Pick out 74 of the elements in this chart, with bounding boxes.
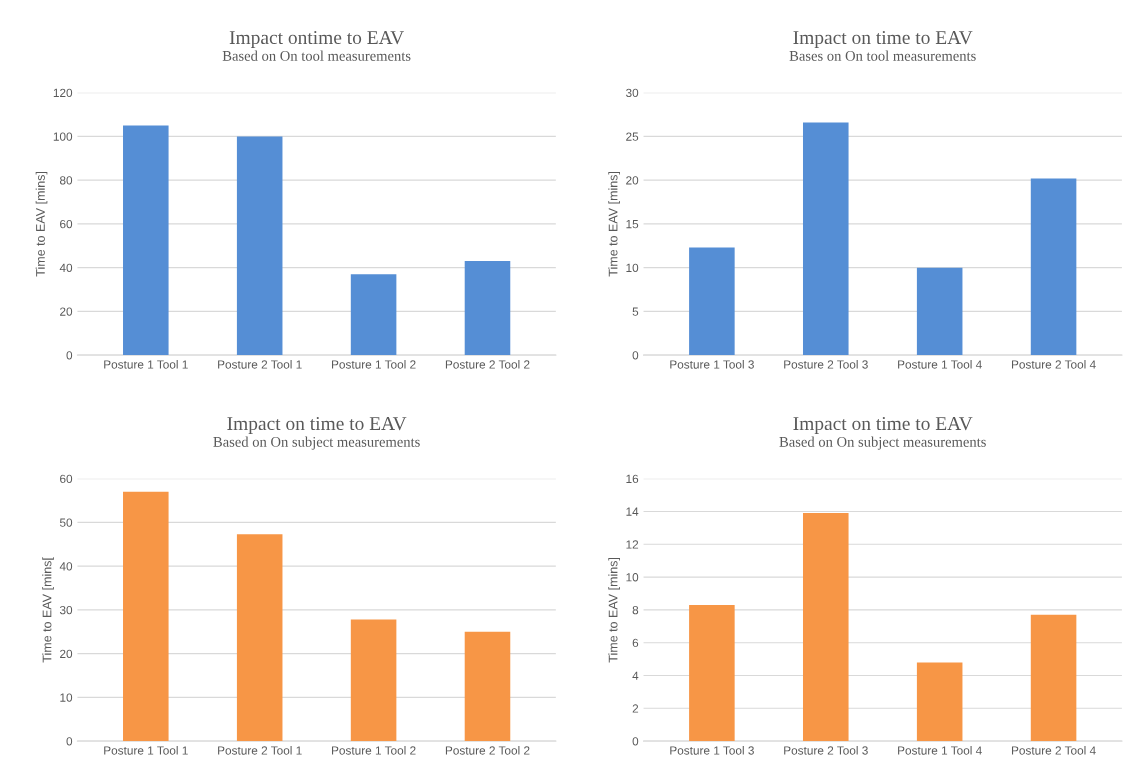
y-axis-title: Time to EAV [mins] bbox=[608, 171, 620, 277]
y-tick-label: 20 bbox=[626, 176, 639, 185]
chart-title: Impact on time to EAV bbox=[227, 417, 407, 435]
x-tick-label: Posture 1 Tool 1 bbox=[104, 745, 188, 755]
chart-subtitle: Based on On subject measurements bbox=[213, 436, 420, 450]
bar bbox=[916, 267, 963, 356]
bar bbox=[236, 534, 283, 742]
bar bbox=[802, 513, 849, 742]
chart-subtitle: Based on On tool measurements bbox=[222, 50, 411, 61]
bar bbox=[464, 261, 511, 356]
y-axis-title: Time to EAV [mins[ bbox=[42, 557, 54, 663]
y-axis-title: Time to EAV [mins] bbox=[35, 171, 48, 277]
bar bbox=[1030, 178, 1077, 356]
y-tick-label: 12 bbox=[626, 540, 639, 549]
chart-subtitle: Based on On subject measurements bbox=[779, 436, 986, 450]
x-tick-label: Posture 2 Tool 4 bbox=[1012, 745, 1096, 755]
x-tick-label: Posture 2 Tool 2 bbox=[445, 359, 530, 369]
chart-title: Impact on time to EAV bbox=[793, 31, 973, 49]
x-tick-label: Posture 2 Tool 1 bbox=[218, 359, 302, 369]
x-tick-label: Posture 2 Tool 2 bbox=[445, 745, 530, 755]
y-axis-title: Time to EAV [mins] bbox=[608, 557, 620, 663]
y-tick-label: 0 bbox=[632, 737, 639, 746]
y-tick-label: 0 bbox=[632, 351, 639, 360]
x-tick-label: Posture 1 Tool 2 bbox=[332, 359, 416, 369]
y-tick-label: 10 bbox=[626, 573, 639, 582]
y-tick-label: 30 bbox=[59, 605, 73, 615]
bar bbox=[689, 247, 735, 356]
x-tick-label: Posture 2 Tool 3 bbox=[784, 359, 868, 369]
y-tick-label: 40 bbox=[59, 562, 73, 571]
y-tick-label: 10 bbox=[626, 263, 639, 273]
y-tick-label: 0 bbox=[66, 351, 73, 360]
x-tick-label: Posture 1 Tool 4 bbox=[898, 745, 982, 755]
x-tick-label: Posture 2 Tool 4 bbox=[1012, 359, 1096, 369]
x-tick-label: Posture 2 Tool 3 bbox=[784, 745, 868, 755]
x-tick-label: Posture 1 Tool 1 bbox=[104, 359, 188, 369]
chart-title: Impact on time to EAV bbox=[793, 417, 973, 435]
x-tick-label: Posture 1 Tool 3 bbox=[670, 745, 754, 755]
y-tick-label: 80 bbox=[59, 176, 73, 185]
y-tick-label: 16 bbox=[626, 474, 639, 484]
x-tick-label: Posture 1 Tool 4 bbox=[898, 359, 982, 369]
y-tick-label: 20 bbox=[60, 649, 73, 659]
bar bbox=[916, 662, 963, 742]
chart-subtitle: Bases on On tool measurements bbox=[789, 50, 976, 61]
y-tick-label: 40 bbox=[59, 263, 73, 273]
bar bbox=[236, 136, 283, 356]
bar bbox=[350, 619, 397, 742]
y-tick-label: 14 bbox=[626, 507, 639, 516]
x-tick-label: Posture 2 Tool 1 bbox=[218, 745, 302, 755]
y-tick-label: 100 bbox=[53, 132, 73, 141]
y-tick-label: 60 bbox=[60, 474, 73, 484]
y-tick-label: 50 bbox=[59, 518, 73, 527]
y-tick-label: 4 bbox=[632, 671, 639, 680]
y-tick-label: 30 bbox=[625, 88, 639, 98]
y-tick-label: 20 bbox=[60, 307, 73, 316]
bar bbox=[689, 604, 735, 742]
y-tick-label: 15 bbox=[626, 220, 639, 229]
bar bbox=[350, 274, 397, 356]
y-tick-label: 2 bbox=[632, 704, 639, 713]
y-tick-label: 6 bbox=[632, 638, 639, 648]
y-tick-label: 120 bbox=[53, 88, 73, 98]
y-tick-label: 5 bbox=[632, 307, 639, 316]
bar bbox=[123, 491, 169, 742]
chart-title: Impact ontime to EAV bbox=[229, 31, 404, 49]
y-tick-label: 0 bbox=[66, 737, 73, 746]
y-tick-label: 60 bbox=[60, 219, 73, 229]
x-tick-label: Posture 1 Tool 3 bbox=[670, 359, 754, 369]
y-tick-label: 25 bbox=[626, 132, 639, 141]
bar bbox=[1030, 614, 1077, 742]
bar bbox=[123, 125, 169, 356]
bar bbox=[464, 631, 511, 742]
y-tick-label: 10 bbox=[60, 693, 73, 702]
x-tick-label: Posture 1 Tool 2 bbox=[332, 745, 416, 755]
bar bbox=[802, 122, 849, 356]
y-tick-label: 8 bbox=[632, 605, 639, 615]
